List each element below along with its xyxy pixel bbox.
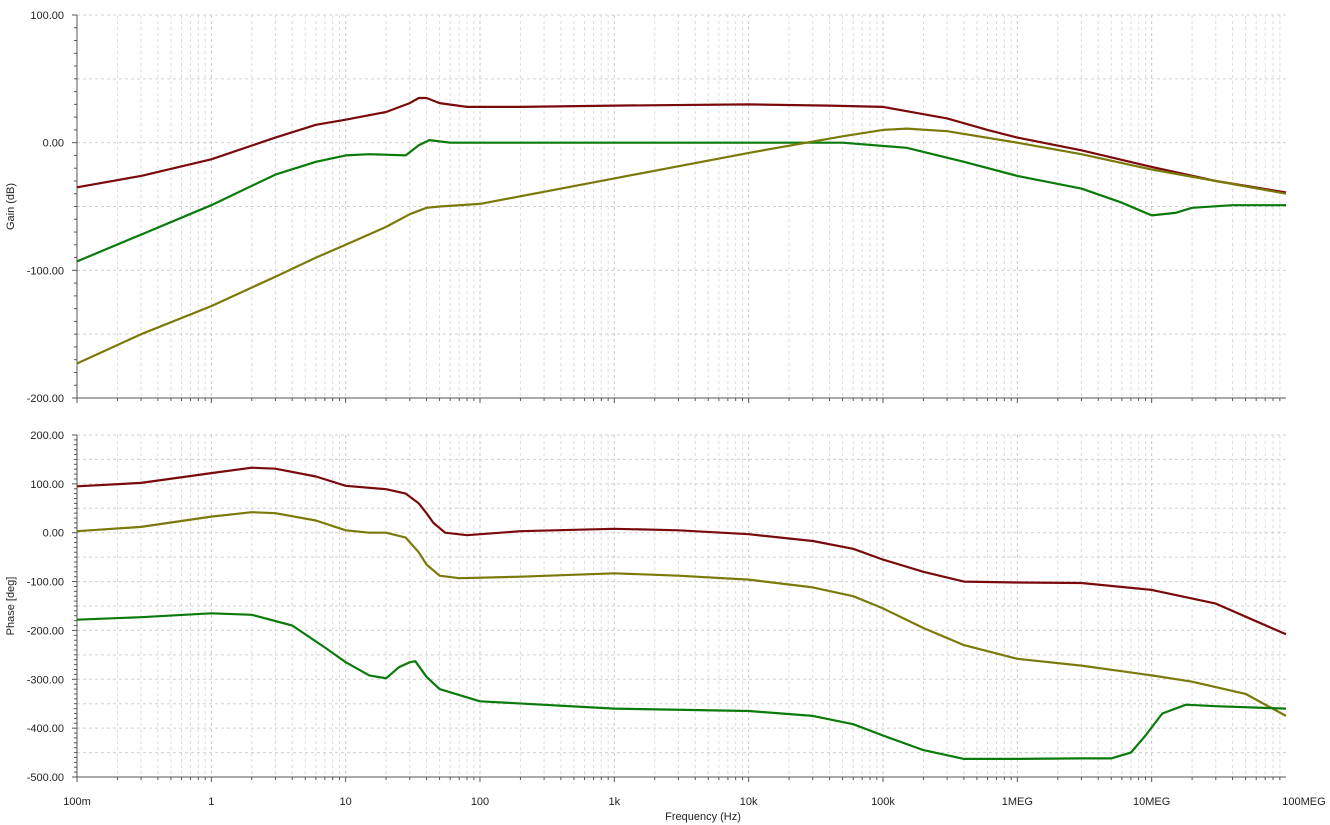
x-axis-label: Frequency (Hz) [665,811,741,823]
x-tick-label: 10k [740,796,758,808]
gain-series-line-2 [76,139,1286,263]
gain-series-line-1 [76,96,1287,194]
gain-series-line-3 [76,127,1287,365]
phase-panel: 200.00 100.00 0.00 -100.00 -200.00 -300.00 -40… [5,430,1326,823]
y-tick-label: 100.00 [30,479,64,491]
x-tick-label: 100m [63,796,91,808]
x-tick-label: 100 [471,796,489,808]
y-tick-label: 100.00 [30,10,64,22]
phase-series-line-2 [76,511,1287,717]
phase-plot-area [77,435,1286,777]
gain-plot-area [77,15,1286,398]
x-tick-label: 10 [340,796,352,808]
gain-grid [76,14,1286,399]
y-tick-label: 0.00 [43,138,64,150]
y-tick-label: -500.00 [27,772,64,784]
x-tick-label: 10MEG [1133,796,1170,808]
y-tick-label: -200.00 [27,393,64,405]
y-tick-label: 200.00 [30,430,64,442]
y-tick-label: -100.00 [27,265,64,277]
gain-y-axis-label: Gain (dB) [5,183,17,230]
x-tick-label: 1 [208,796,214,808]
phase-grid [76,434,1286,778]
x-tick-label: 100k [871,796,895,808]
y-tick-label: -400.00 [27,723,64,735]
x-tick-label: 100MEG [1282,796,1325,808]
y-tick-label: -200.00 [27,625,64,637]
gain-panel: 100.00 0.00 -100.00 -200.00 Gain (dB) [5,10,1287,405]
x-tick-label: 1k [609,796,621,808]
phase-y-axis-label: Phase [deg] [5,577,17,636]
phase-series-line-1 [76,466,1287,636]
x-tick-label: 1MEG [1002,796,1033,808]
y-tick-label: -100.00 [27,577,64,589]
phase-series-line-3 [76,612,1287,760]
y-tick-label: 0.00 [43,528,64,540]
y-tick-label: -300.00 [27,674,64,686]
